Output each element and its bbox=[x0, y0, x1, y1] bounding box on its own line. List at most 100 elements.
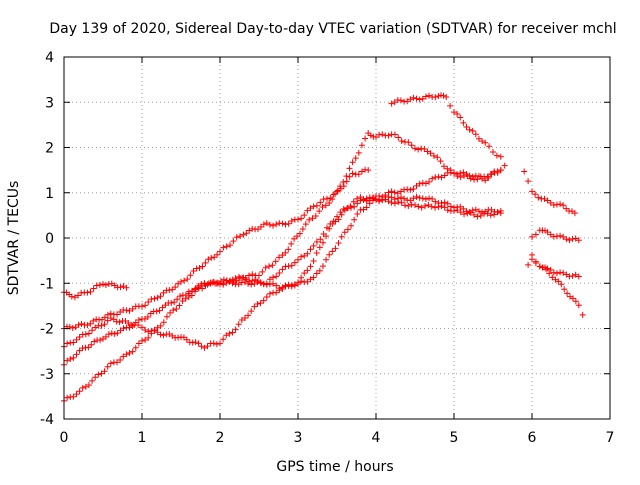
data-point bbox=[238, 317, 245, 324]
data-point bbox=[493, 152, 500, 159]
data-point bbox=[340, 183, 347, 190]
data-point bbox=[301, 270, 308, 277]
data-point bbox=[484, 173, 491, 180]
data-point bbox=[460, 119, 467, 126]
data-point bbox=[435, 173, 442, 180]
data-point bbox=[486, 143, 493, 150]
data-point bbox=[295, 256, 301, 263]
data-point bbox=[270, 280, 277, 287]
data-point bbox=[326, 225, 333, 232]
data-point bbox=[235, 281, 242, 288]
data-point bbox=[317, 236, 324, 243]
data-point bbox=[351, 216, 358, 223]
data-point bbox=[169, 286, 176, 293]
data-point bbox=[405, 139, 412, 146]
data-point bbox=[313, 238, 320, 245]
series-track-i bbox=[529, 227, 582, 244]
data-point bbox=[407, 186, 414, 193]
x-tick-label: 4 bbox=[372, 430, 381, 446]
data-point bbox=[132, 344, 139, 351]
data-point bbox=[335, 216, 342, 223]
data-point bbox=[273, 273, 280, 280]
x-axis-label: GPS time / hours bbox=[276, 459, 393, 475]
data-point bbox=[444, 200, 451, 207]
data-points bbox=[61, 92, 586, 404]
data-point bbox=[235, 321, 242, 328]
data-point bbox=[350, 198, 357, 205]
data-point bbox=[571, 210, 578, 217]
data-point bbox=[273, 289, 280, 296]
data-point bbox=[285, 263, 292, 270]
data-point bbox=[427, 150, 434, 157]
data-point bbox=[529, 233, 535, 240]
data-point bbox=[288, 262, 295, 269]
data-point bbox=[457, 114, 464, 121]
data-point bbox=[310, 274, 317, 281]
data-point bbox=[348, 204, 355, 211]
data-point bbox=[385, 189, 392, 196]
data-point bbox=[89, 327, 96, 334]
data-point bbox=[463, 123, 470, 130]
y-axis-label: SDTVAR / TECUs bbox=[6, 181, 22, 296]
data-point bbox=[309, 215, 316, 222]
data-point bbox=[569, 295, 576, 302]
data-point bbox=[418, 204, 425, 211]
data-point bbox=[560, 269, 567, 276]
data-point bbox=[542, 227, 548, 234]
data-point bbox=[474, 213, 481, 220]
data-point bbox=[248, 281, 255, 288]
data-point bbox=[82, 331, 89, 338]
data-point bbox=[160, 319, 167, 326]
data-point bbox=[263, 220, 270, 227]
data-point bbox=[447, 102, 454, 109]
data-point bbox=[472, 206, 479, 213]
data-point bbox=[135, 322, 142, 329]
data-point bbox=[425, 201, 432, 208]
data-point bbox=[70, 339, 77, 346]
data-point bbox=[84, 322, 91, 329]
data-point bbox=[494, 169, 501, 176]
data-point bbox=[532, 191, 539, 198]
data-point bbox=[301, 252, 308, 259]
data-point bbox=[313, 202, 320, 209]
data-point bbox=[199, 263, 206, 270]
data-point bbox=[196, 264, 203, 271]
data-point bbox=[438, 92, 444, 99]
data-point bbox=[332, 218, 339, 225]
data-point bbox=[204, 343, 211, 350]
data-point bbox=[340, 179, 347, 186]
series-track-c bbox=[61, 166, 372, 368]
data-point bbox=[73, 336, 80, 343]
data-point bbox=[89, 377, 96, 384]
data-point bbox=[192, 339, 199, 346]
data-point bbox=[457, 209, 464, 216]
data-point bbox=[129, 305, 136, 312]
data-point bbox=[226, 278, 233, 285]
data-point bbox=[92, 324, 99, 331]
data-point bbox=[145, 328, 152, 335]
data-point bbox=[272, 258, 279, 265]
data-point bbox=[447, 203, 454, 210]
data-point bbox=[475, 173, 482, 180]
data-point bbox=[270, 222, 277, 229]
data-point bbox=[153, 308, 160, 315]
data-point bbox=[317, 199, 324, 206]
data-point bbox=[201, 344, 208, 351]
data-point bbox=[430, 152, 437, 159]
data-point bbox=[279, 220, 286, 227]
data-point bbox=[444, 207, 451, 214]
data-point bbox=[78, 320, 85, 327]
data-point bbox=[276, 270, 283, 277]
data-point bbox=[413, 95, 420, 102]
data-point bbox=[363, 204, 370, 211]
data-point bbox=[177, 293, 184, 300]
data-point bbox=[355, 171, 362, 178]
data-point bbox=[64, 340, 71, 347]
y-tick-label: 3 bbox=[45, 95, 54, 111]
data-point bbox=[129, 322, 136, 329]
data-point bbox=[123, 351, 130, 358]
data-point bbox=[487, 212, 494, 219]
series-track-b bbox=[61, 280, 130, 301]
data-point bbox=[460, 205, 467, 212]
data-point bbox=[98, 370, 105, 377]
